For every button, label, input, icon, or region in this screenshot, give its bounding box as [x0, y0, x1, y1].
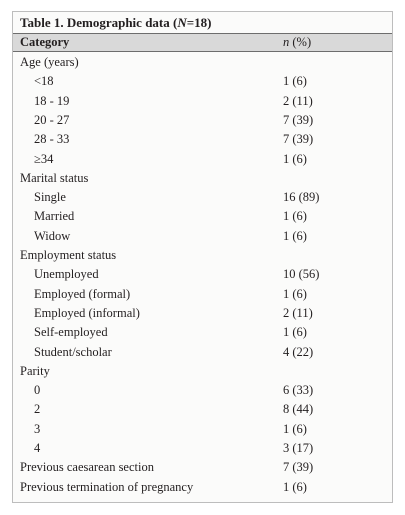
item-label: ≥34	[34, 151, 54, 166]
row-label: Previous termination of pregnancy	[20, 479, 194, 494]
item-label: 4	[34, 441, 41, 455]
item-value: 2 (11)	[283, 93, 313, 108]
header-category: Category	[20, 35, 70, 49]
item-label: 18 - 19	[34, 93, 70, 108]
item-label: 2	[34, 402, 41, 417]
item-value: 3 (17)	[283, 441, 314, 455]
item-value: 10 (56)	[283, 267, 320, 282]
item-value: 1 (6)	[283, 151, 307, 166]
item-value: 7 (39)	[283, 112, 314, 127]
item-label: Married	[34, 209, 75, 224]
table-title: Table 1. Demographic data (N=18)	[20, 13, 211, 32]
item-value: 1 (6)	[283, 325, 307, 340]
header-pct: (%)	[289, 35, 312, 49]
item-label: Student/scholar	[34, 344, 112, 359]
item-label: Employed (informal)	[34, 305, 140, 320]
item-label: 28 - 33	[34, 132, 70, 147]
item-label: 20 - 27	[34, 112, 70, 127]
row-label: Previous caesarean section	[20, 460, 154, 475]
header-row	[13, 33, 392, 52]
item-label: Widow	[34, 228, 71, 243]
item-value: 2 (11)	[283, 305, 313, 320]
item-label: <18	[34, 74, 54, 89]
title-italic: N	[177, 15, 187, 30]
item-value: 1 (6)	[283, 209, 307, 224]
item-value: 6 (33)	[283, 383, 314, 398]
row-label: Age (years)	[20, 55, 79, 69]
item-value: 7 (39)	[283, 132, 314, 147]
row-label: Parity	[20, 363, 50, 378]
item-value: 4 (22)	[283, 344, 314, 359]
item-value: 1 (6)	[283, 228, 307, 243]
title-text: =18)	[186, 15, 212, 30]
row-label: Marital status	[20, 170, 89, 185]
item-label: Self-employed	[34, 325, 108, 340]
item-value: 16 (89)	[283, 190, 320, 205]
item-label: Single	[34, 190, 66, 205]
item-label: 0	[34, 383, 41, 398]
table-frame	[12, 11, 393, 503]
row-label: Employment status	[20, 248, 117, 262]
row-value: 1 (6)	[283, 479, 307, 494]
item-label: Unemployed	[34, 267, 99, 282]
header-value: n (%)	[283, 33, 311, 52]
row-value: 7 (39)	[283, 460, 314, 475]
item-value: 8 (44)	[283, 402, 314, 417]
item-label: 3	[34, 421, 41, 436]
item-value: 1 (6)	[283, 74, 307, 89]
item-value: 1 (6)	[283, 286, 307, 301]
item-value: 1 (6)	[283, 421, 307, 436]
title-text: Table 1. Demographic data (	[20, 15, 178, 30]
item-label: Employed (formal)	[34, 286, 131, 301]
header-n: n	[283, 35, 290, 49]
